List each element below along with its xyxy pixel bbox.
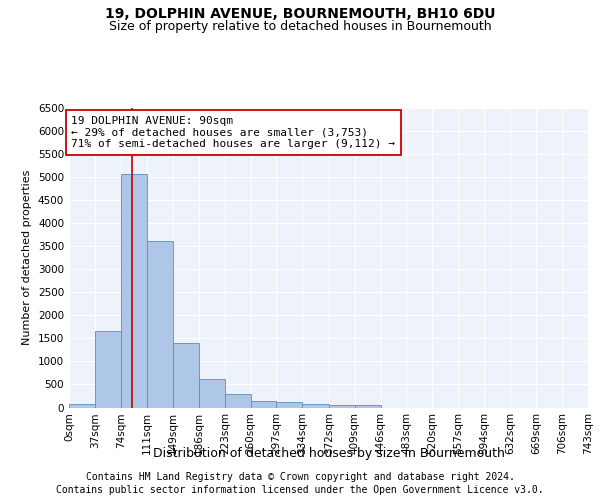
Y-axis label: Number of detached properties: Number of detached properties bbox=[22, 170, 32, 345]
Text: Distribution of detached houses by size in Bournemouth: Distribution of detached houses by size … bbox=[153, 448, 505, 460]
Bar bbox=[199, 379, 225, 408]
Bar bbox=[69, 404, 95, 407]
Text: Contains HM Land Registry data © Crown copyright and database right 2024.: Contains HM Land Registry data © Crown c… bbox=[86, 472, 514, 482]
Bar bbox=[146, 242, 173, 408]
Bar bbox=[329, 404, 355, 407]
Bar bbox=[355, 405, 380, 407]
Bar bbox=[121, 174, 146, 408]
Text: Contains public sector information licensed under the Open Government Licence v3: Contains public sector information licen… bbox=[56, 485, 544, 495]
Text: Size of property relative to detached houses in Bournemouth: Size of property relative to detached ho… bbox=[109, 20, 491, 33]
Text: 19, DOLPHIN AVENUE, BOURNEMOUTH, BH10 6DU: 19, DOLPHIN AVENUE, BOURNEMOUTH, BH10 6D… bbox=[105, 8, 495, 22]
Bar bbox=[95, 332, 121, 407]
Text: 19 DOLPHIN AVENUE: 90sqm
← 29% of detached houses are smaller (3,753)
71% of sem: 19 DOLPHIN AVENUE: 90sqm ← 29% of detach… bbox=[71, 116, 395, 149]
Bar bbox=[225, 394, 251, 407]
Bar bbox=[302, 404, 329, 407]
Bar bbox=[277, 402, 302, 407]
Bar bbox=[173, 343, 199, 407]
Bar bbox=[251, 400, 277, 407]
